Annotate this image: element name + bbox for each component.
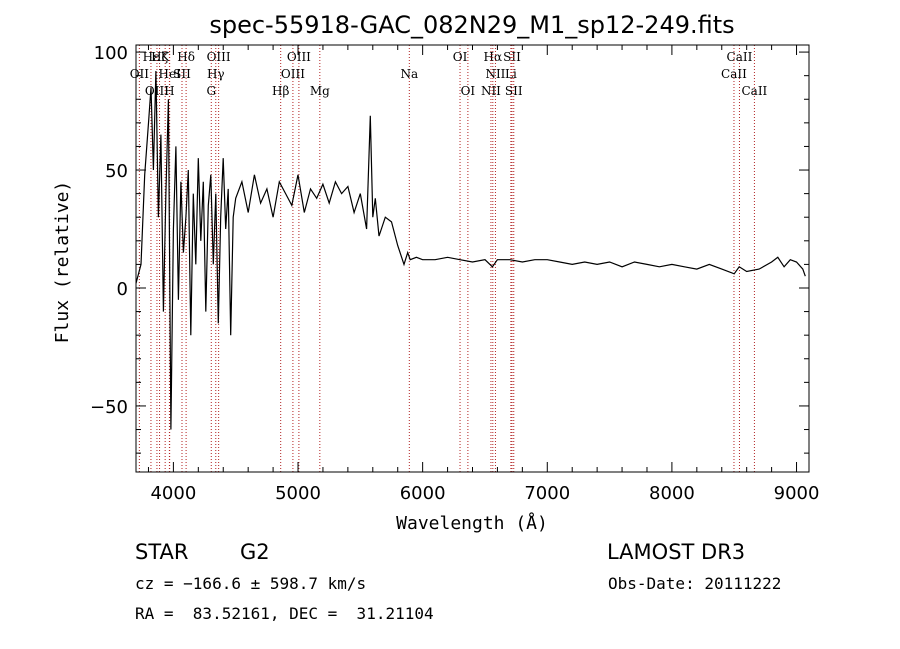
spectral-line-label: CaII xyxy=(727,50,753,64)
chart-title: spec-55918-GAC_082N29_M1_sp12-249.fits xyxy=(209,11,734,39)
spectral-line-label: NII xyxy=(485,67,505,81)
observation-date: Obs-Date: 20111222 xyxy=(608,574,782,593)
redshift-velocity: cz = −166.6 ± 598.7 km/s xyxy=(135,574,367,593)
flux-line xyxy=(135,70,806,430)
x-tick-label: 6000 xyxy=(400,483,446,504)
spectral-line-label: HeI xyxy=(158,67,181,81)
x-tick-label: 7000 xyxy=(524,483,570,504)
coordinates: RA = 83.52161, DEC = 31.21104 xyxy=(135,604,434,623)
plot-frame xyxy=(135,44,810,473)
spectral-line-label: OI xyxy=(461,84,476,98)
spectral-line-label: Hζ xyxy=(151,50,168,64)
subclass: G2 xyxy=(240,540,270,564)
spectral-line-label: Hγ xyxy=(207,67,225,81)
spectral-line-label: CaII xyxy=(721,67,747,81)
spectral-line-label: G xyxy=(206,84,216,98)
spectral-line-label: OII xyxy=(130,67,150,81)
spectral-line-label: CaII xyxy=(741,84,767,98)
spectral-line-label: H xyxy=(164,84,174,98)
spectral-line-label: OI xyxy=(453,50,468,64)
spectral-line-label: Li xyxy=(505,67,517,81)
y-tick-label: −50 xyxy=(90,397,128,418)
spectral-line-label: SII xyxy=(505,84,523,98)
x-tick-label: 8000 xyxy=(649,483,695,504)
spectral-line-label: Hβ xyxy=(272,84,289,98)
spectral-line-label: Hα xyxy=(484,50,503,64)
y-tick-label: 100 xyxy=(94,43,128,64)
spectral-line-label: OIII xyxy=(281,67,305,81)
spectral-line-label: SII xyxy=(503,50,521,64)
spectral-line-label: Na xyxy=(400,67,418,81)
spectral-line-label: Hε xyxy=(143,50,160,64)
axes: 4000 5000 6000 7000 8000 9000 100 50 0 −50 xyxy=(90,43,819,504)
x-tick-label: 9000 xyxy=(774,483,820,504)
spectral-line-label: Mg xyxy=(310,84,330,98)
flux-series xyxy=(135,70,806,430)
spectral-line-label: K xyxy=(161,50,171,64)
x-axis-label: Wavelength (Å) xyxy=(396,512,548,534)
spectral-line-label: Hδ xyxy=(177,50,195,64)
y-axis-label: Flux (relative) xyxy=(52,181,73,344)
spectral-line-label: SII xyxy=(173,67,191,81)
y-tick-label: 50 xyxy=(105,161,128,182)
x-tick-label: 5000 xyxy=(275,483,321,504)
x-tick-label: 4000 xyxy=(150,483,196,504)
y-tick-label: 0 xyxy=(117,279,128,300)
object-class: STAR xyxy=(135,540,189,564)
survey-name: LAMOST DR3 xyxy=(607,540,746,564)
spectral-line-label: NII xyxy=(481,84,501,98)
spectral-line-label: OIII xyxy=(287,50,311,64)
spectral-line-label: OIII xyxy=(207,50,231,64)
